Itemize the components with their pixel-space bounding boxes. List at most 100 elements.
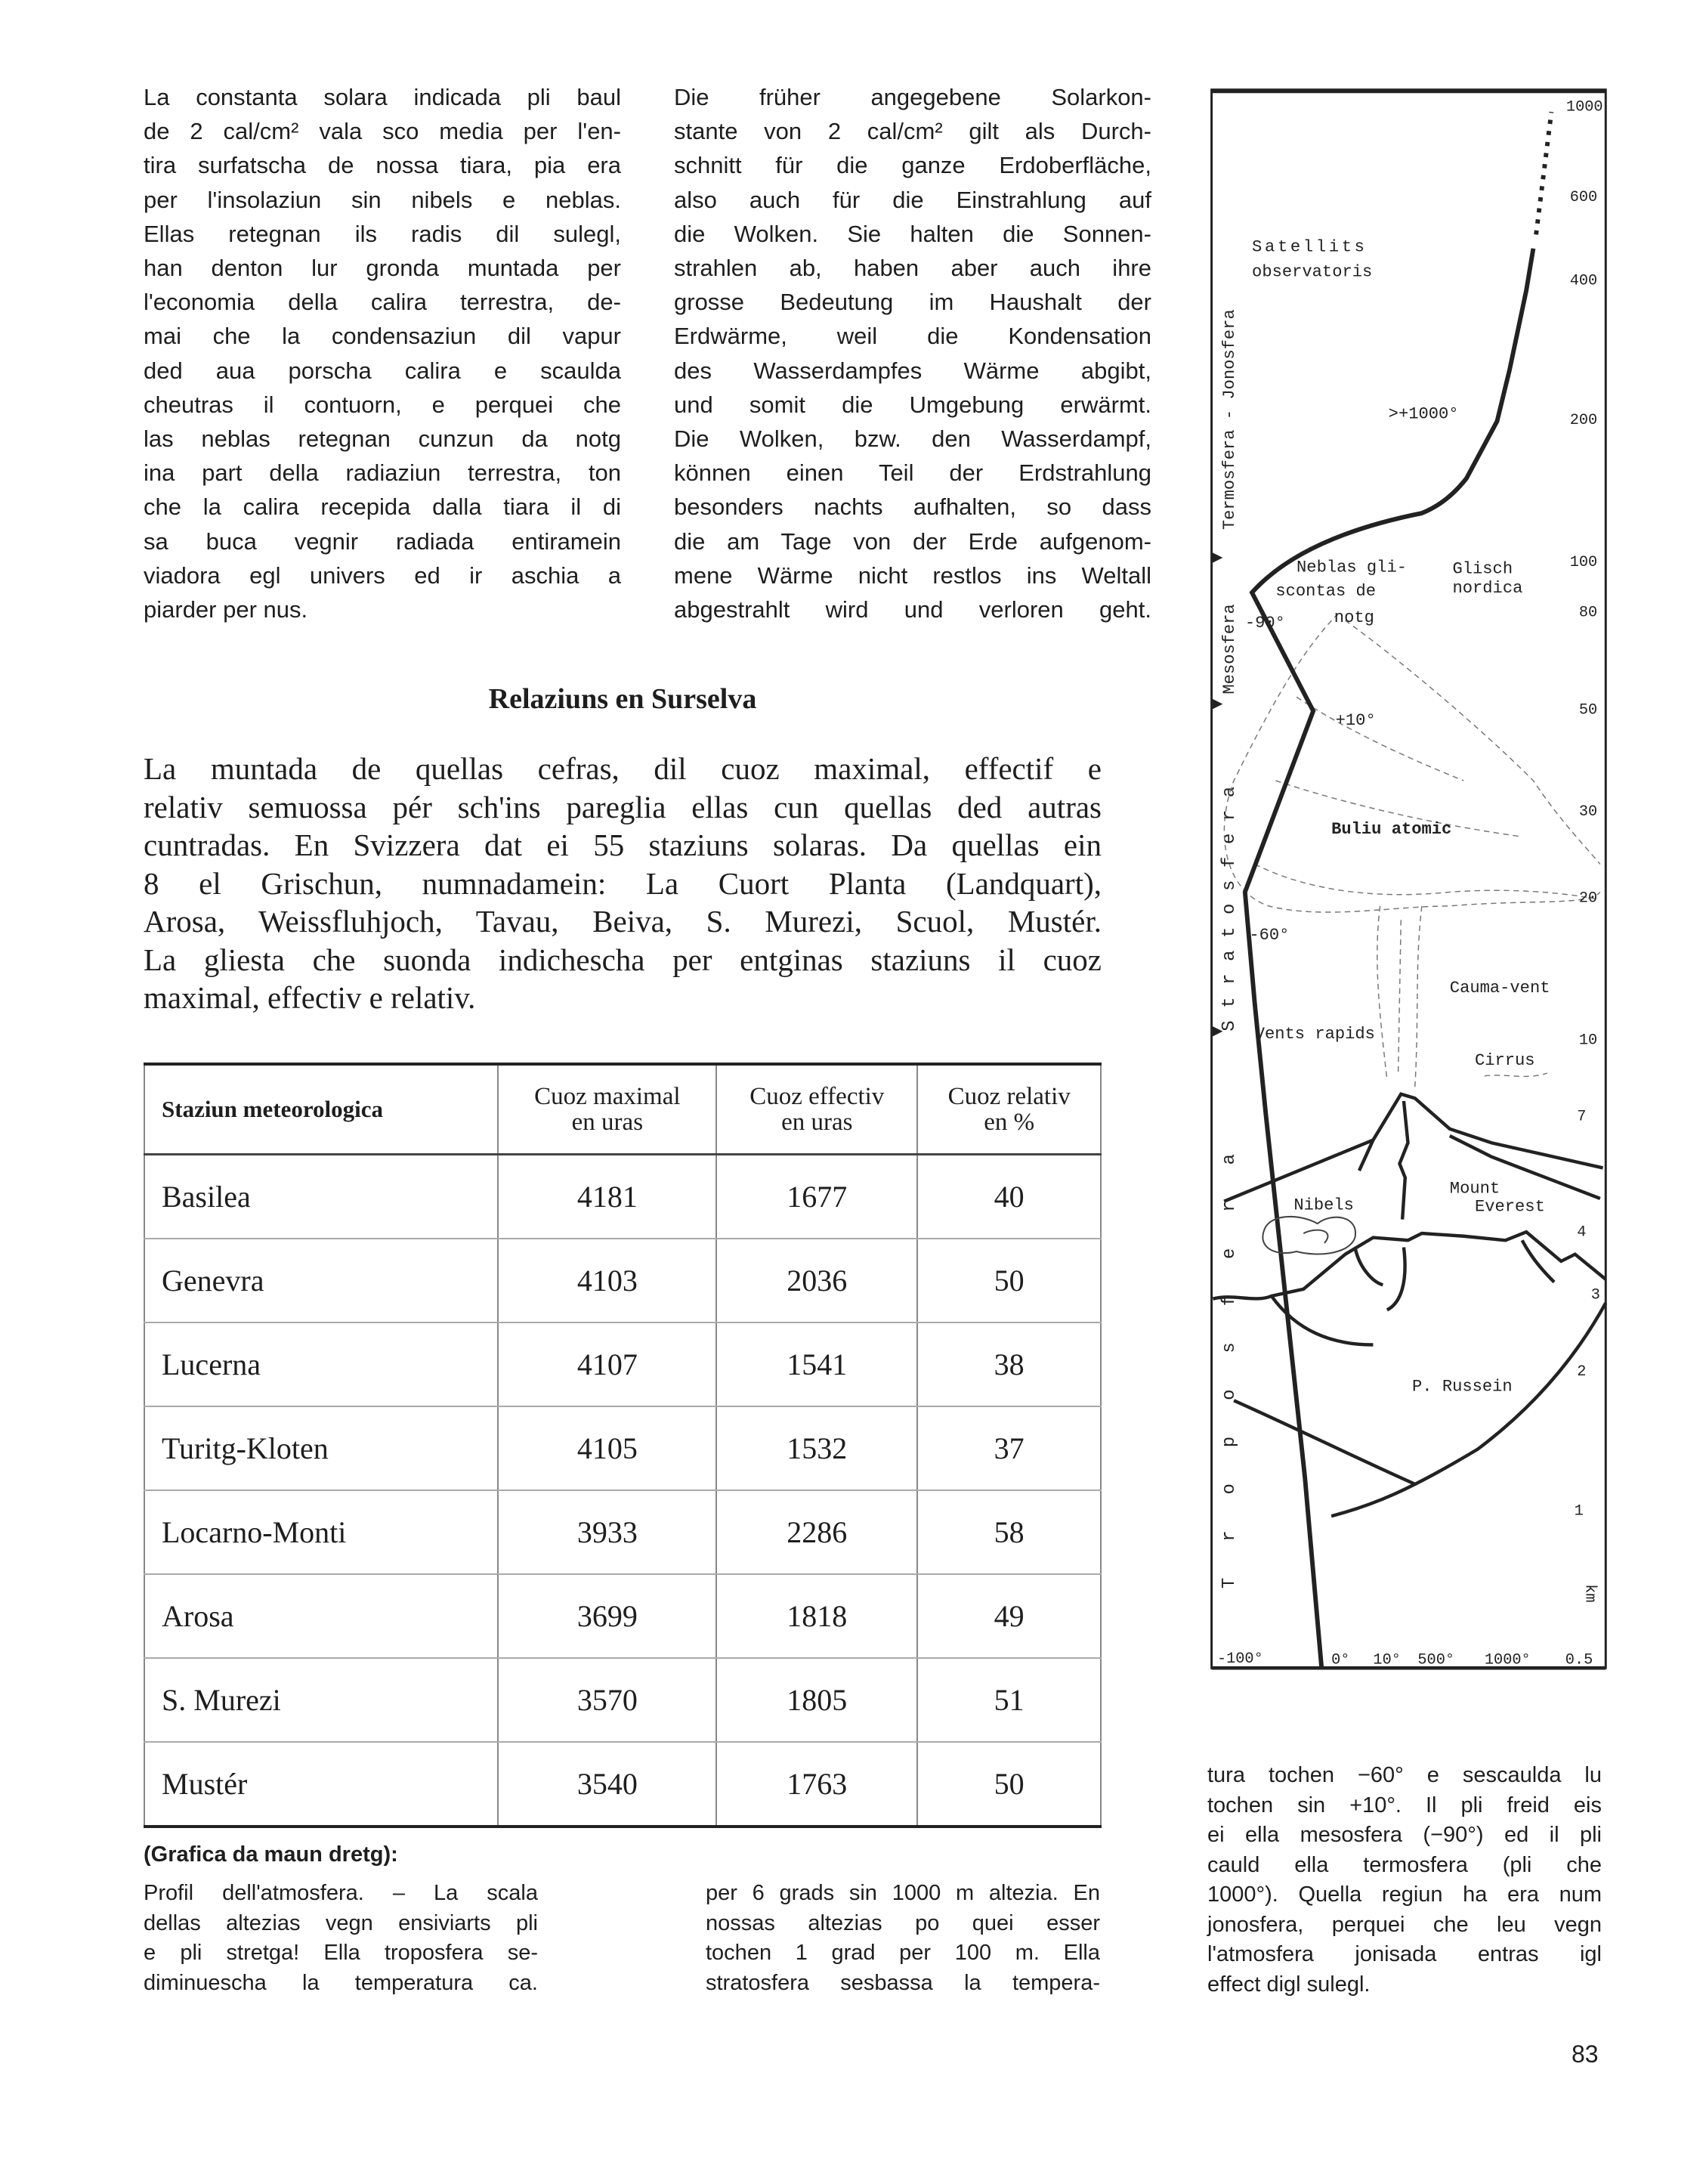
piz-russein-drawing	[1212, 1230, 1608, 1518]
table-cell: 50	[916, 1239, 1102, 1323]
text-line: La muntada de quellas cefras, dil cuoz m…	[144, 751, 1102, 786]
german-text-column: Die früher angegebene Solarkon-stante vo…	[674, 80, 1151, 626]
column-header: Cuoz relativ en %	[916, 1063, 1102, 1155]
label-glisch-1: Glisch	[1452, 559, 1513, 578]
altitude-tick: 10	[1579, 1032, 1597, 1049]
station-name: Arosa	[143, 1574, 499, 1659]
column-header-line: Staziun meteorologica	[162, 1096, 384, 1122]
text-line: viadora egl univers ed ir aschia a	[144, 561, 621, 589]
label-p-russein: P. Russein	[1412, 1377, 1513, 1396]
altitude-tick: 1000	[1566, 98, 1603, 116]
caption-column-2: per 6 grads sin 1000 m altezia. En nossas…	[706, 1879, 1100, 1998]
temperature-curve	[1242, 248, 1536, 1669]
table-cell: 1541	[715, 1322, 919, 1407]
text-line: Die Wolken, bzw. den Wasserdampf,	[674, 425, 1151, 453]
section-paragraph: La muntada de quellas cefras, dil cuoz m…	[144, 750, 1102, 1017]
table-cell: 49	[916, 1574, 1102, 1659]
station-name: Locarno-Monti	[143, 1490, 499, 1575]
text-line: e pli stretga! Ella troposfera se-	[144, 1941, 538, 1965]
text-line: die am Tage von der Erde aufgenom-	[674, 527, 1151, 555]
text-line: Die früher angegebene Solarkon-	[674, 84, 1151, 110]
altitude-axis: 1000 600 400 200 100 80 50 30 20 10 7 4 …	[1566, 98, 1603, 1602]
column-header-line: en %	[984, 1109, 1035, 1136]
temperature-curve-dotted	[1534, 111, 1554, 235]
layer-marker	[1211, 552, 1223, 564]
text-line: cauld ella termosfera (pli che	[1207, 1852, 1602, 1877]
table-cell: 1677	[715, 1154, 919, 1239]
temperature-tick: 0°	[1331, 1652, 1349, 1669]
text-line: mene Wärme nicht restlos ins Weltall	[674, 561, 1151, 589]
label-tropo-top-temp: -60°	[1249, 926, 1289, 945]
table-cell: 4105	[497, 1406, 718, 1491]
text-line: nossas altezias po quei esser	[706, 1910, 1100, 1935]
text-line: l'atmosfera jonisada entras igl	[1207, 1942, 1602, 1966]
table-cell: 2036	[715, 1239, 919, 1323]
text-line: Profil dell'atmosfera. – La scala	[144, 1881, 538, 1905]
page-number: 83	[1572, 2040, 1599, 2068]
text-line: stratosfera sesbassa la tempera-	[706, 1970, 1100, 1995]
text-line: han denton lur gronda muntada per	[144, 255, 621, 282]
label-thermo-temp: >+1000°	[1389, 405, 1459, 424]
table-cell: 2286	[715, 1490, 919, 1575]
text-line: 1000°). Quella regiun ha era num	[1207, 1882, 1602, 1907]
column-header-line: en uras	[571, 1109, 644, 1136]
diagram-frame	[1210, 88, 1607, 1669]
sunshine-table: Staziun meteorologica Cuoz maximal en uras…	[143, 1063, 1102, 1828]
label-glisch-2: nordica	[1452, 579, 1522, 598]
text-line: schnitt für die ganze Erdoberfläche,	[674, 152, 1151, 179]
caption-column-1: Profil dell'atmosfera. – La scala dellas …	[144, 1879, 538, 1998]
altitude-tick: 4	[1577, 1224, 1586, 1242]
caption-title: (Grafica da maun dretg):	[144, 1842, 398, 1867]
table-row: Turitg-Kloten 4105 1532 37	[143, 1406, 1102, 1491]
table-cell: 3540	[497, 1742, 718, 1828]
text-line: diminuescha la temperatura ca.	[144, 1970, 538, 1995]
text-line: besonders nachts aufhalten, so dass	[674, 493, 1151, 521]
text-line: l'economia della calira terrestra, de-	[144, 289, 621, 316]
table-cell: 1805	[715, 1658, 919, 1743]
table-cell: 1818	[715, 1574, 919, 1659]
text-line: che la calira recepida dalla tiara il di	[144, 493, 621, 521]
text-line: mai che la condensaziun dil vapur	[144, 323, 621, 350]
table-cell: 38	[916, 1322, 1102, 1407]
table-row: Basilea 4181 1677 40	[143, 1154, 1102, 1239]
altitude-tick: 30	[1579, 803, 1597, 821]
station-name: Lucerna	[143, 1322, 499, 1407]
label-nibels: Nibels	[1293, 1196, 1354, 1215]
column-header-line: Cuoz effectiv	[749, 1083, 885, 1110]
label-vents-rapids: Vents rapids	[1255, 1025, 1375, 1044]
caption-column-3: tura tochen −60° e sescaulda lu tochen si…	[1207, 1761, 1602, 2000]
label-observatoris: observatoris	[1252, 263, 1372, 282]
layer-label-troposphere: Troposfera	[1219, 1118, 1240, 1589]
label-satellits: Satellits	[1252, 238, 1368, 257]
mount-everest-drawing	[1223, 1092, 1604, 1220]
table-cell: 4103	[497, 1239, 718, 1323]
text-line: piarder per nus.	[144, 596, 308, 623]
atmosphere-profile-diagram: Termosfera - Jonosfera Mesosfera Stratos…	[1210, 88, 1608, 1670]
text-line: las neblas retegnan cunzun da notg	[144, 425, 621, 453]
text-line: abgestrahlt wird und verloren geht.	[674, 596, 1151, 623]
table-cell: 58	[916, 1490, 1102, 1575]
text-line: strahlen ab, haben aber auch ihre	[674, 255, 1151, 282]
text-line: dellas altezias vegn ensiviarts pli	[144, 1910, 538, 1935]
table-cell: 51	[916, 1658, 1102, 1743]
table-cell: 37	[916, 1406, 1102, 1491]
table-cell: 4181	[497, 1154, 718, 1239]
text-line: und somit die Umgebung erwärmt.	[674, 391, 1151, 418]
label-strato-top-temp: +10°	[1336, 711, 1376, 730]
table-row: Locarno-Monti 3933 2286 58	[143, 1490, 1102, 1575]
text-line: tochen sin +10°. Il pli freid eis	[1207, 1793, 1602, 1817]
layer-label-mesosphere: Mesosfera	[1220, 604, 1239, 694]
station-name: Turitg-Kloten	[143, 1406, 499, 1491]
station-name: Mustér	[143, 1742, 499, 1828]
column-header-line: Cuoz relativ	[947, 1083, 1071, 1110]
altitude-unit: km	[1581, 1584, 1598, 1602]
text-line: 8 el Grischun, numnadamein: La Cuort Pla…	[144, 865, 1102, 901]
altitude-tick: 200	[1570, 412, 1597, 429]
altitude-tick: 3	[1591, 1287, 1600, 1304]
altitude-tick: 600	[1570, 189, 1597, 206]
temperature-axis: -100° 0° 10° 500° 1000° 0.5	[1217, 1650, 1593, 1669]
romansh-text-column: La constanta solara indicada pli baul de …	[144, 80, 621, 626]
text-line: maximal, effectiv e relativ.	[144, 980, 476, 1015]
temperature-tick: 10°	[1373, 1652, 1400, 1669]
